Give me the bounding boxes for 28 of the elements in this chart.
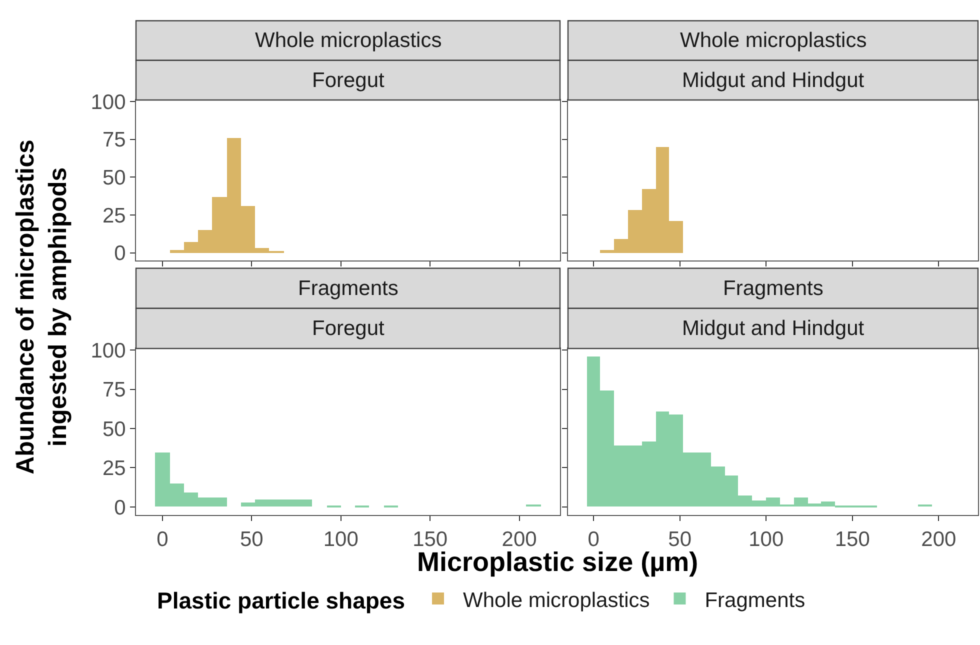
y-tick-label: 100 <box>90 90 126 114</box>
chart-title: Fragments <box>298 277 398 300</box>
chart-title: Fragments <box>723 277 824 300</box>
legend-title: Plastic particle shapes <box>157 587 406 614</box>
chart-subtitle: Foregut <box>312 317 385 340</box>
x-tick-label: 100 <box>748 528 784 551</box>
x-tick-label: 0 <box>156 528 168 551</box>
x-tick-label: 100 <box>323 528 358 551</box>
legend-label: Fragments <box>704 588 806 612</box>
y-tick-label: 75 <box>102 128 126 152</box>
y-tick-label: 50 <box>102 418 126 441</box>
y-tick-label: 25 <box>102 457 126 480</box>
y-tick-label: 75 <box>102 378 126 402</box>
chart-subtitle: Foregut <box>312 69 385 92</box>
chart-title: Whole microplastics <box>680 29 867 52</box>
x-tick-label: 200 <box>921 528 956 551</box>
y-tick-label: 50 <box>102 166 126 190</box>
y-axis-title: Abundance of microplastics ingested by amphipods <box>12 140 72 474</box>
y-tick-label: 100 <box>90 339 126 362</box>
x-tick-label: 50 <box>240 528 264 551</box>
chart-title: Whole microplastics <box>255 29 442 52</box>
legend-label: Whole microplastics <box>463 588 650 612</box>
y-tick-label: 0 <box>114 242 126 266</box>
chart-subtitle: Midgut and Hindgut <box>682 69 864 92</box>
x-tick-label: 150 <box>834 528 870 551</box>
y-tick-label: 0 <box>114 496 126 520</box>
y-tick-label: 25 <box>102 204 126 228</box>
chart-subtitle: Midgut and Hindgut <box>682 317 864 340</box>
